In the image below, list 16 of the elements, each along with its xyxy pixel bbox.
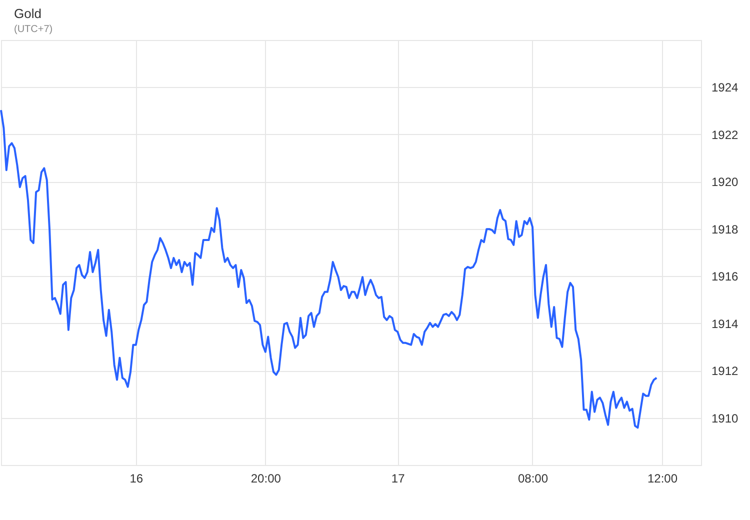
y-tick-label: 1918 (712, 222, 739, 236)
x-tick-label: 12:00 (647, 472, 678, 486)
x-tick-label: 17 (391, 472, 406, 486)
y-tick-label: 1916 (712, 270, 739, 284)
chart-title: Gold (14, 6, 42, 21)
x-tick-label: 16 (130, 472, 144, 486)
y-tick-label: 1912 (712, 364, 739, 378)
y-tick-label: 1914 (712, 316, 739, 331)
y-tick-label: 1920 (712, 175, 739, 190)
y-tick-label: 1922 (712, 128, 739, 142)
chart-subtitle: (UTC+7) (14, 24, 53, 35)
line-series (0, 109, 658, 429)
y-tick-label: 1910 (712, 411, 739, 426)
x-tick-label: 08:00 (518, 472, 548, 486)
x-tick-label: 20:00 (250, 472, 282, 486)
y-tick-label: 1924 (712, 80, 739, 95)
